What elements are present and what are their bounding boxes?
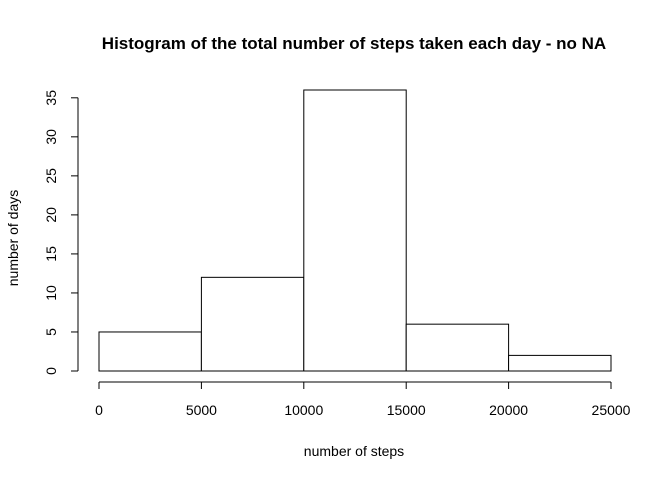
y-tick-label-5: 25 (43, 168, 59, 184)
y-tick-label-4: 20 (43, 207, 59, 223)
x-tick-label-4: 20000 (489, 402, 528, 418)
y-axis: 0 5 10 15 20 25 30 35 (43, 90, 78, 375)
y-tick-label-7: 35 (43, 90, 59, 106)
histogram-bar-1 (201, 277, 303, 371)
x-tick-label-2: 10000 (284, 402, 323, 418)
histogram-bar-0 (99, 332, 201, 371)
x-tick-label-3: 15000 (387, 402, 426, 418)
y-tick-label-1: 5 (43, 328, 59, 336)
x-tick-label-0: 0 (95, 402, 103, 418)
y-axis-label: number of days (5, 190, 21, 287)
x-tick-label-5: 25000 (592, 402, 631, 418)
x-tick-label-1: 5000 (186, 402, 217, 418)
chart-title: Histogram of the total number of steps t… (102, 34, 606, 53)
y-tick-label-6: 30 (43, 129, 59, 145)
histogram-bar-3 (406, 324, 508, 371)
x-axis: 0 5000 10000 15000 20000 25000 (95, 382, 631, 418)
y-tick-label-0: 0 (43, 367, 59, 375)
x-axis-label: number of steps (304, 443, 404, 459)
histogram-bar-4 (509, 355, 611, 371)
y-tick-label-2: 10 (43, 285, 59, 301)
histogram-bar-2 (304, 90, 406, 371)
bars-group (99, 90, 611, 371)
y-tick-label-3: 15 (43, 246, 59, 262)
